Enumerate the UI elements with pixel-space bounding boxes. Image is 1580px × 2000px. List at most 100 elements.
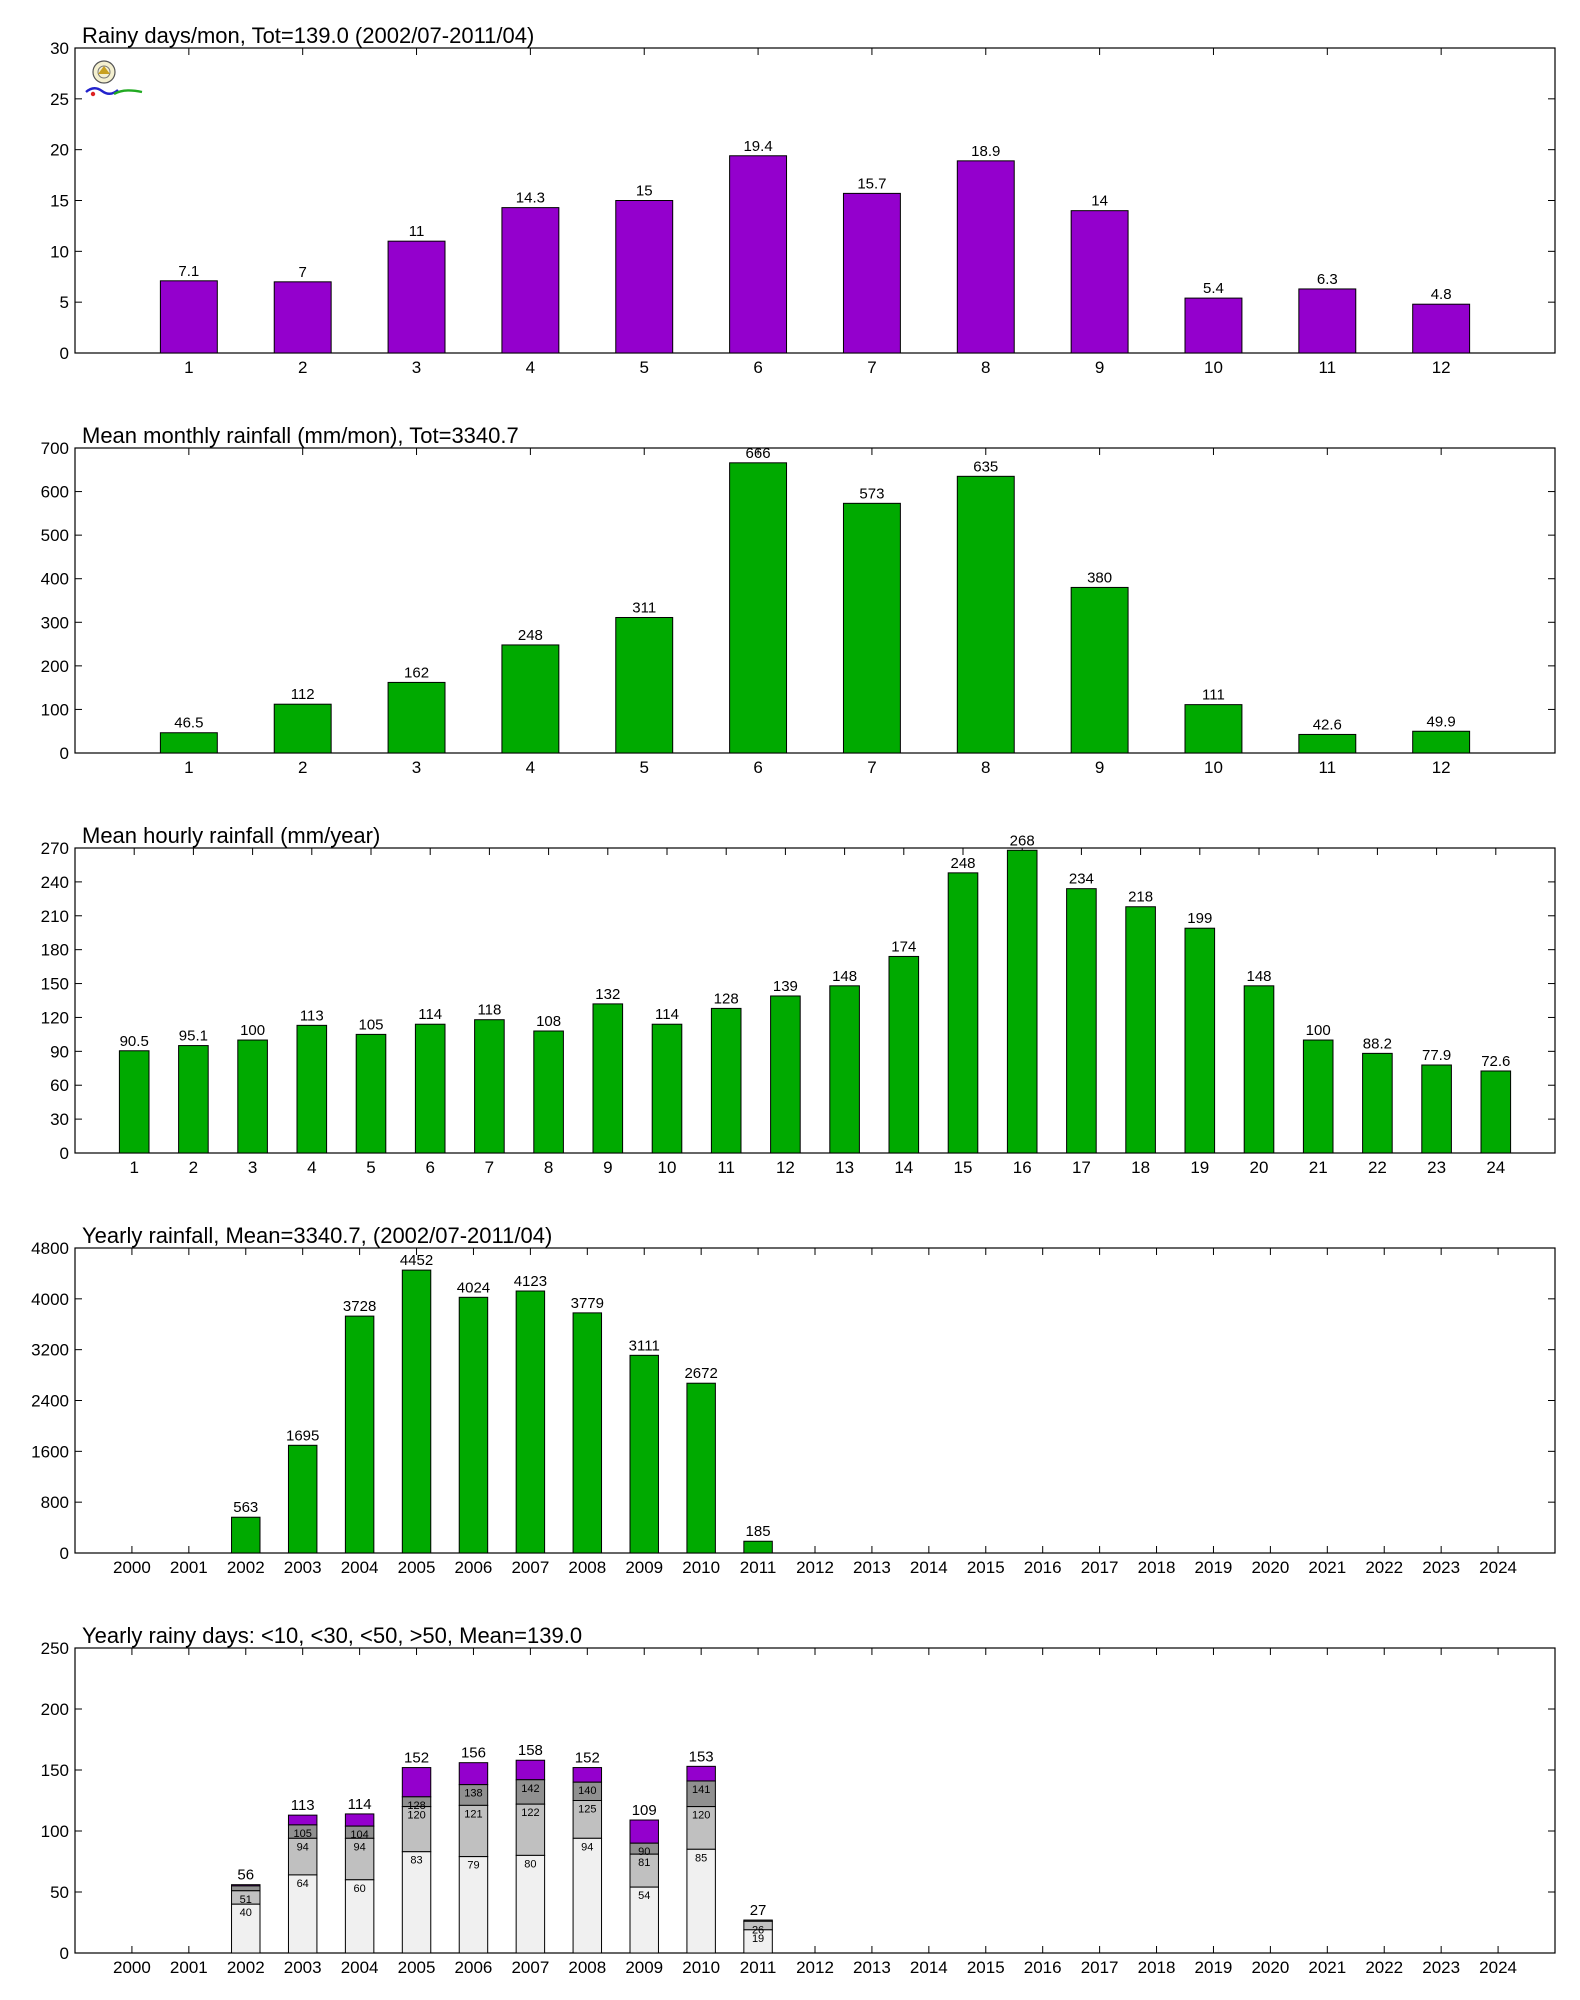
x-tick-label: 17 xyxy=(1072,1158,1091,1177)
stacked-bar-segment xyxy=(344,1879,375,1954)
x-tick-label: 4 xyxy=(526,358,535,377)
x-tick-label: 9 xyxy=(1095,758,1104,777)
bar-value-label: 380 xyxy=(1087,569,1112,586)
x-tick-label: 2001 xyxy=(170,1958,208,1977)
bar-value-label: 128 xyxy=(714,990,739,1007)
segment-value-label: 51 xyxy=(240,1894,252,1906)
x-tick-label: 2014 xyxy=(910,1558,948,1577)
bar-value-label: 108 xyxy=(536,1013,561,1030)
bar xyxy=(178,1045,209,1154)
bar-value-label: 6.3 xyxy=(1317,271,1338,288)
x-tick-label: 2005 xyxy=(398,1558,436,1577)
x-tick-label: 6 xyxy=(753,758,762,777)
bar-value-label: 72.6 xyxy=(1481,1053,1510,1070)
x-tick-label: 2021 xyxy=(1308,1958,1346,1977)
bar-value-label: 15 xyxy=(636,183,653,200)
bar xyxy=(414,1023,446,1154)
x-tick-label: 2007 xyxy=(511,1558,549,1577)
bar xyxy=(1412,303,1471,354)
bar xyxy=(829,985,860,1154)
chart-title: Rainy days/mon, Tot=139.0 (2002/07-2011/… xyxy=(82,23,534,48)
x-tick-label: 1 xyxy=(184,358,193,377)
x-tick-label: 1 xyxy=(184,758,193,777)
stacked-bar-segment xyxy=(572,1767,603,1783)
bar-value-label: 311 xyxy=(632,599,656,616)
bar xyxy=(387,681,446,754)
x-tick-label: 9 xyxy=(1095,358,1104,377)
segment-value-label: 79 xyxy=(467,1860,479,1872)
stacked-bar-segment xyxy=(344,1813,375,1827)
x-tick-label: 2006 xyxy=(455,1958,493,1977)
y-tick-label: 240 xyxy=(41,873,69,892)
bar xyxy=(159,732,218,754)
bar xyxy=(651,1023,683,1154)
stacked-bar-segment xyxy=(401,1851,432,1954)
x-tick-label: 2 xyxy=(189,1158,198,1177)
bar-value-label: 7.1 xyxy=(178,263,199,280)
segment-value-label: 122 xyxy=(521,1807,539,1819)
bar xyxy=(710,1007,742,1154)
x-tick-label: 2016 xyxy=(1024,1958,1062,1977)
plot-frame xyxy=(74,447,1556,754)
bar-value-label: 49.9 xyxy=(1427,713,1456,730)
x-tick-label: 2008 xyxy=(568,1958,606,1977)
stacked-bar-segment xyxy=(458,1762,489,1786)
mean-hourly-rainfall-chart: Mean hourly rainfall (mm/year) 030609012… xyxy=(41,823,1556,1177)
x-tick-label: 7 xyxy=(485,1158,494,1177)
y-tick-label: 60 xyxy=(50,1076,69,1095)
x-tick-label: 2017 xyxy=(1081,1958,1119,1977)
y-tick-label: 20 xyxy=(50,141,69,160)
x-tick-label: 11 xyxy=(1318,358,1336,377)
mean-monthly-rainfall-chart: Mean monthly rainfall (mm/mon), Tot=3340… xyxy=(41,423,1556,777)
bar-value-label: 635 xyxy=(973,458,998,475)
y-tick-label: 100 xyxy=(41,700,69,719)
segment-value-label: 85 xyxy=(695,1852,707,1864)
x-tick-label: 2000 xyxy=(113,1958,151,1977)
x-tick-label: 2024 xyxy=(1479,1558,1517,1577)
bar-value-label: 42.6 xyxy=(1313,716,1342,733)
y-tick-label: 400 xyxy=(41,570,69,589)
segment-value-label: 90 xyxy=(638,1846,650,1858)
stacked-bar-segment xyxy=(743,1929,773,1954)
bar xyxy=(572,1312,603,1554)
y-tick-label: 150 xyxy=(41,1761,69,1780)
bar-value-label: 199 xyxy=(1187,910,1212,927)
bar-value-label: 4.8 xyxy=(1431,286,1452,303)
bar-value-label: 11 xyxy=(409,223,425,240)
station-lab-logo xyxy=(84,58,146,108)
stacked-bar-segment xyxy=(686,1848,716,1954)
x-tick-label: 5 xyxy=(366,1158,375,1177)
y-tick-label: 250 xyxy=(41,1639,69,1658)
x-tick-label: 19 xyxy=(1190,1158,1209,1177)
bar-value-label: 248 xyxy=(518,627,543,644)
bar-value-label: 14.3 xyxy=(516,190,545,207)
bar-total-label: 56 xyxy=(237,1867,254,1884)
x-tick-label: 8 xyxy=(544,1158,553,1177)
x-tick-label: 2021 xyxy=(1308,1558,1346,1577)
bar xyxy=(515,1290,546,1554)
bar-value-label: 77.9 xyxy=(1422,1047,1451,1064)
x-tick-label: 3 xyxy=(412,758,421,777)
x-tick-label: 2015 xyxy=(967,1958,1005,1977)
bar xyxy=(287,1444,318,1554)
stacked-bar-segment xyxy=(515,1803,546,1856)
y-tick-label: 270 xyxy=(41,839,69,858)
bar xyxy=(629,1354,659,1554)
y-tick-label: 30 xyxy=(50,1110,69,1129)
y-tick-label: 0 xyxy=(60,344,69,363)
logo-emblem-icon xyxy=(85,60,143,97)
x-tick-label: 5 xyxy=(639,758,648,777)
y-tick-label: 210 xyxy=(41,907,69,926)
x-tick-label: 2008 xyxy=(568,1558,606,1577)
bar-value-label: 248 xyxy=(950,855,975,872)
x-tick-label: 2005 xyxy=(398,1958,436,1977)
chart-title: Mean hourly rainfall (mm/year) xyxy=(82,823,380,848)
y-tick-label: 25 xyxy=(50,90,69,109)
y-tick-label: 3200 xyxy=(31,1341,69,1360)
y-tick-label: 120 xyxy=(41,1008,69,1027)
x-tick-label: 13 xyxy=(835,1158,854,1177)
bar xyxy=(1006,849,1038,1154)
x-tick-label: 2023 xyxy=(1422,1558,1460,1577)
x-tick-label: 2018 xyxy=(1138,1958,1176,1977)
